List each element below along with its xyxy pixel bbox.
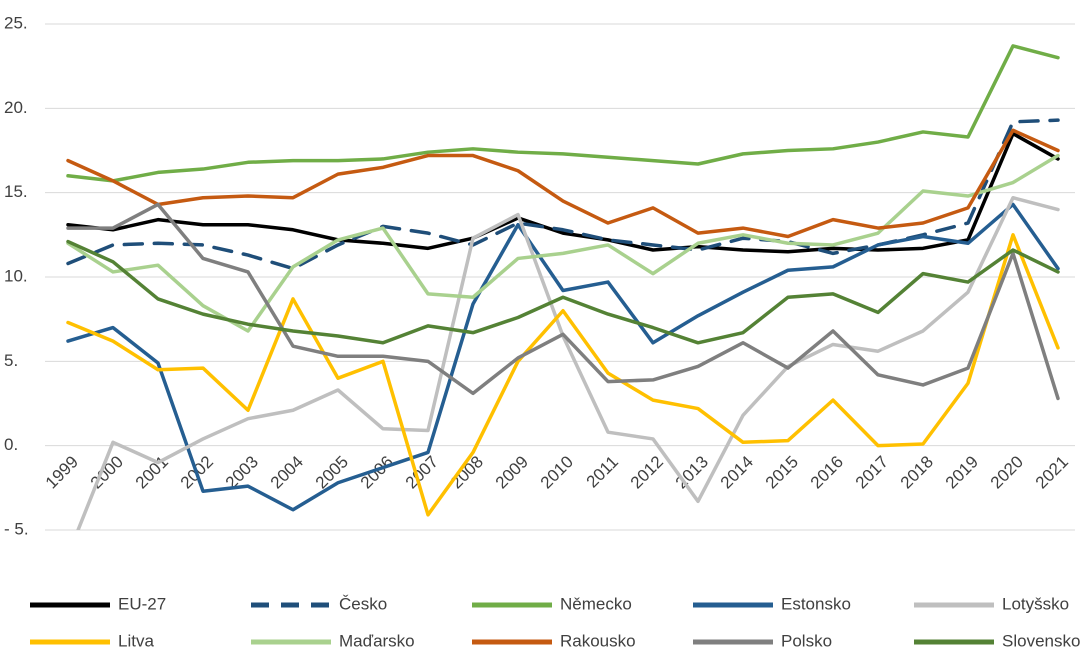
- x-tick-label: 1999: [42, 452, 82, 492]
- y-tick-label: 5.: [4, 351, 18, 370]
- line-series: [66, 131, 1060, 254]
- x-tick-label: 2019: [942, 452, 982, 492]
- legend-label: Česko: [339, 594, 387, 613]
- plot-area: [66, 44, 1060, 530]
- legend-label: Estonsko: [781, 594, 851, 613]
- legend-label: EU-27: [118, 594, 166, 613]
- y-tick-label: 10.: [4, 266, 28, 285]
- x-tick-label: 2012: [627, 452, 667, 492]
- x-tick-label: 2014: [717, 452, 757, 492]
- x-tick-label: 2004: [267, 452, 307, 492]
- legend-label: Německo: [560, 594, 632, 613]
- line-series: [66, 44, 1060, 183]
- line-series: [66, 239, 1060, 345]
- y-tick-label: 0.: [4, 435, 18, 454]
- legend-label: Litva: [118, 631, 154, 650]
- y-tick-label: 25.: [4, 13, 28, 32]
- y-tick-label: 20.: [4, 98, 28, 117]
- x-tick-label: 2021: [1032, 452, 1072, 492]
- line-series: [66, 128, 1060, 239]
- x-tick-label: 2006: [357, 452, 397, 492]
- y-tick-label: - 5.: [4, 519, 29, 538]
- line-series: [66, 118, 1060, 271]
- x-tick-label: 2009: [492, 452, 532, 492]
- x-tick-label: 2017: [852, 452, 892, 492]
- x-tick-label: 2016: [807, 452, 847, 492]
- x-tick-label: 2020: [987, 452, 1027, 492]
- x-tick-label: 2018: [897, 452, 937, 492]
- legend-label: Slovensko: [1002, 631, 1080, 650]
- line-series: [66, 202, 1060, 512]
- y-tick-label: 15.: [4, 182, 28, 201]
- legend-label: Rakousko: [560, 631, 636, 650]
- legend-label: Lotyšsko: [1002, 594, 1069, 613]
- legend-label: Polsko: [781, 631, 832, 650]
- legend-label: Maďarsko: [339, 631, 415, 650]
- line-series: [66, 233, 1060, 517]
- x-tick-label: 2010: [537, 452, 577, 492]
- line-series: [76, 195, 1060, 530]
- x-tick-label: 2011: [583, 452, 622, 491]
- line-series: [66, 202, 1060, 401]
- line-series: [66, 153, 1060, 333]
- x-tick-label: 2015: [762, 452, 802, 492]
